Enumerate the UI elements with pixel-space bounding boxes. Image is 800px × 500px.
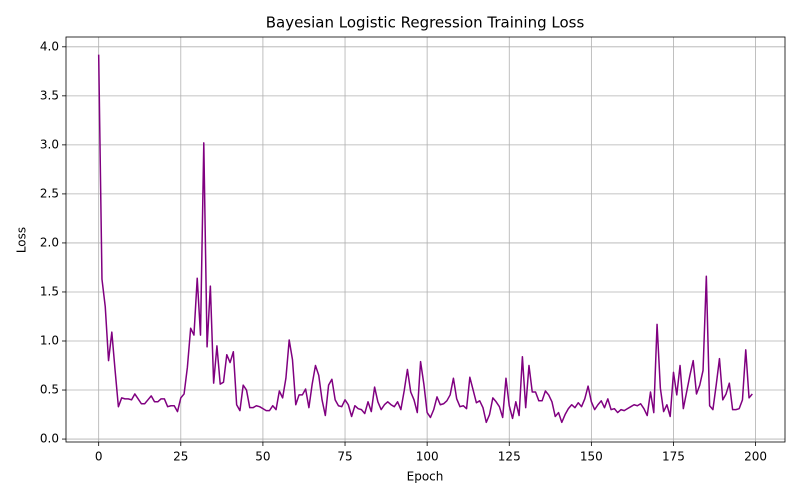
plot-frame: [65, 36, 786, 443]
y-tick-label: 0.0: [40, 432, 59, 446]
y-tick-label: 3.5: [40, 88, 59, 102]
loss-line: [97, 54, 753, 424]
y-tick-label: 2.0: [40, 235, 59, 249]
chart-title: Bayesian Logistic Regression Training Lo…: [266, 14, 585, 32]
x-tick-label: 75: [337, 450, 352, 464]
y-tick-label: 2.5: [40, 186, 59, 200]
x-axis-label: Epoch: [407, 470, 444, 484]
x-tick-label: 150: [580, 450, 603, 464]
y-tick-label: 4.0: [40, 39, 59, 53]
y-tick-label: 3.0: [40, 137, 59, 151]
y-tick-label: 0.5: [40, 383, 59, 397]
x-tick-label: 125: [498, 450, 521, 464]
y-tick-label: 1.5: [40, 284, 59, 298]
y-tick-label: 1.0: [40, 333, 59, 347]
x-tick-label: 25: [173, 450, 188, 464]
x-tick-label: 175: [662, 450, 685, 464]
x-tick-label: 100: [416, 450, 439, 464]
x-tick-label: 50: [255, 450, 270, 464]
x-tick-label: 0: [95, 450, 103, 464]
x-tick-label: 200: [744, 450, 767, 464]
y-axis-label: Loss: [15, 227, 29, 253]
